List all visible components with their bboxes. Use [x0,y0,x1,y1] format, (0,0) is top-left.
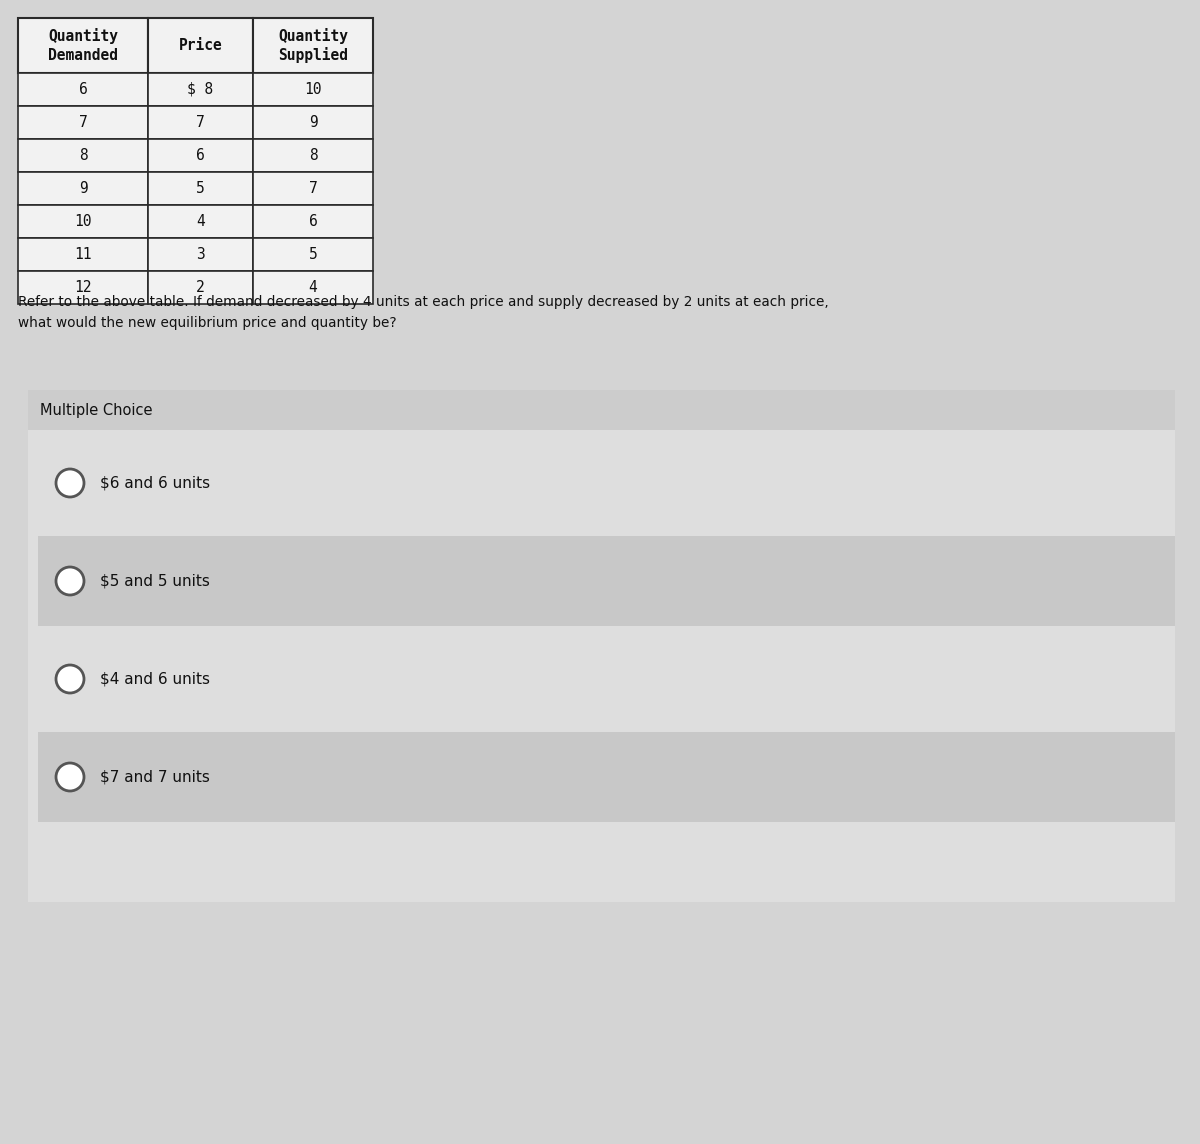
Bar [148,205,253,238]
Text: 7: 7 [308,181,317,196]
Text: Quantity
Demanded: Quantity Demanded [48,29,118,63]
Text: 9: 9 [308,116,317,130]
Bar [38,634,1175,724]
Text: 12: 12 [74,280,91,295]
Text: 5: 5 [308,247,317,262]
Bar [18,18,148,73]
Circle shape [56,665,84,693]
Text: 7: 7 [79,116,88,130]
Text: 5: 5 [196,181,205,196]
Circle shape [56,763,84,791]
Text: Price: Price [179,38,222,53]
Bar [253,73,373,106]
Bar [253,18,373,73]
Text: Quantity
Supplied: Quantity Supplied [278,27,348,63]
Text: 8: 8 [79,148,88,162]
Text: 10: 10 [305,82,322,97]
Bar [38,537,1175,626]
Bar [253,172,373,205]
Bar [18,205,148,238]
Text: 7: 7 [196,116,205,130]
Bar [18,172,148,205]
Bar [148,73,253,106]
Bar [148,238,253,271]
Text: 9: 9 [79,181,88,196]
Bar [18,106,148,140]
Text: $6 and 6 units: $6 and 6 units [100,476,210,491]
Text: 10: 10 [74,214,91,229]
Bar [38,438,1175,529]
Bar [148,172,253,205]
Text: $4 and 6 units: $4 and 6 units [100,672,210,686]
Bar [253,238,373,271]
Bar [28,390,1175,430]
Circle shape [56,469,84,496]
Bar [253,106,373,140]
Bar [148,18,253,73]
Bar [18,140,148,172]
Text: $7 and 7 units: $7 and 7 units [100,770,210,785]
Bar [148,106,253,140]
Text: $5 and 5 units: $5 and 5 units [100,573,210,588]
Bar [38,732,1175,823]
Circle shape [56,567,84,595]
Text: 3: 3 [196,247,205,262]
Text: $ 8: $ 8 [187,82,214,97]
Text: 6: 6 [79,82,88,97]
Text: 6: 6 [196,148,205,162]
Text: 4: 4 [196,214,205,229]
Bar [18,238,148,271]
Bar [18,271,148,304]
Text: Multiple Choice: Multiple Choice [40,403,152,418]
Bar [148,140,253,172]
Text: 6: 6 [308,214,317,229]
Bar [148,271,253,304]
Bar [253,271,373,304]
Bar [253,140,373,172]
Bar [18,73,148,106]
Text: 2: 2 [196,280,205,295]
Text: 8: 8 [308,148,317,162]
Bar [253,205,373,238]
Text: 4: 4 [308,280,317,295]
Text: Refer to the above table. If demand decreased by 4 units at each price and suppl: Refer to the above table. If demand decr… [18,295,829,329]
Bar [28,390,1175,901]
Text: 11: 11 [74,247,91,262]
